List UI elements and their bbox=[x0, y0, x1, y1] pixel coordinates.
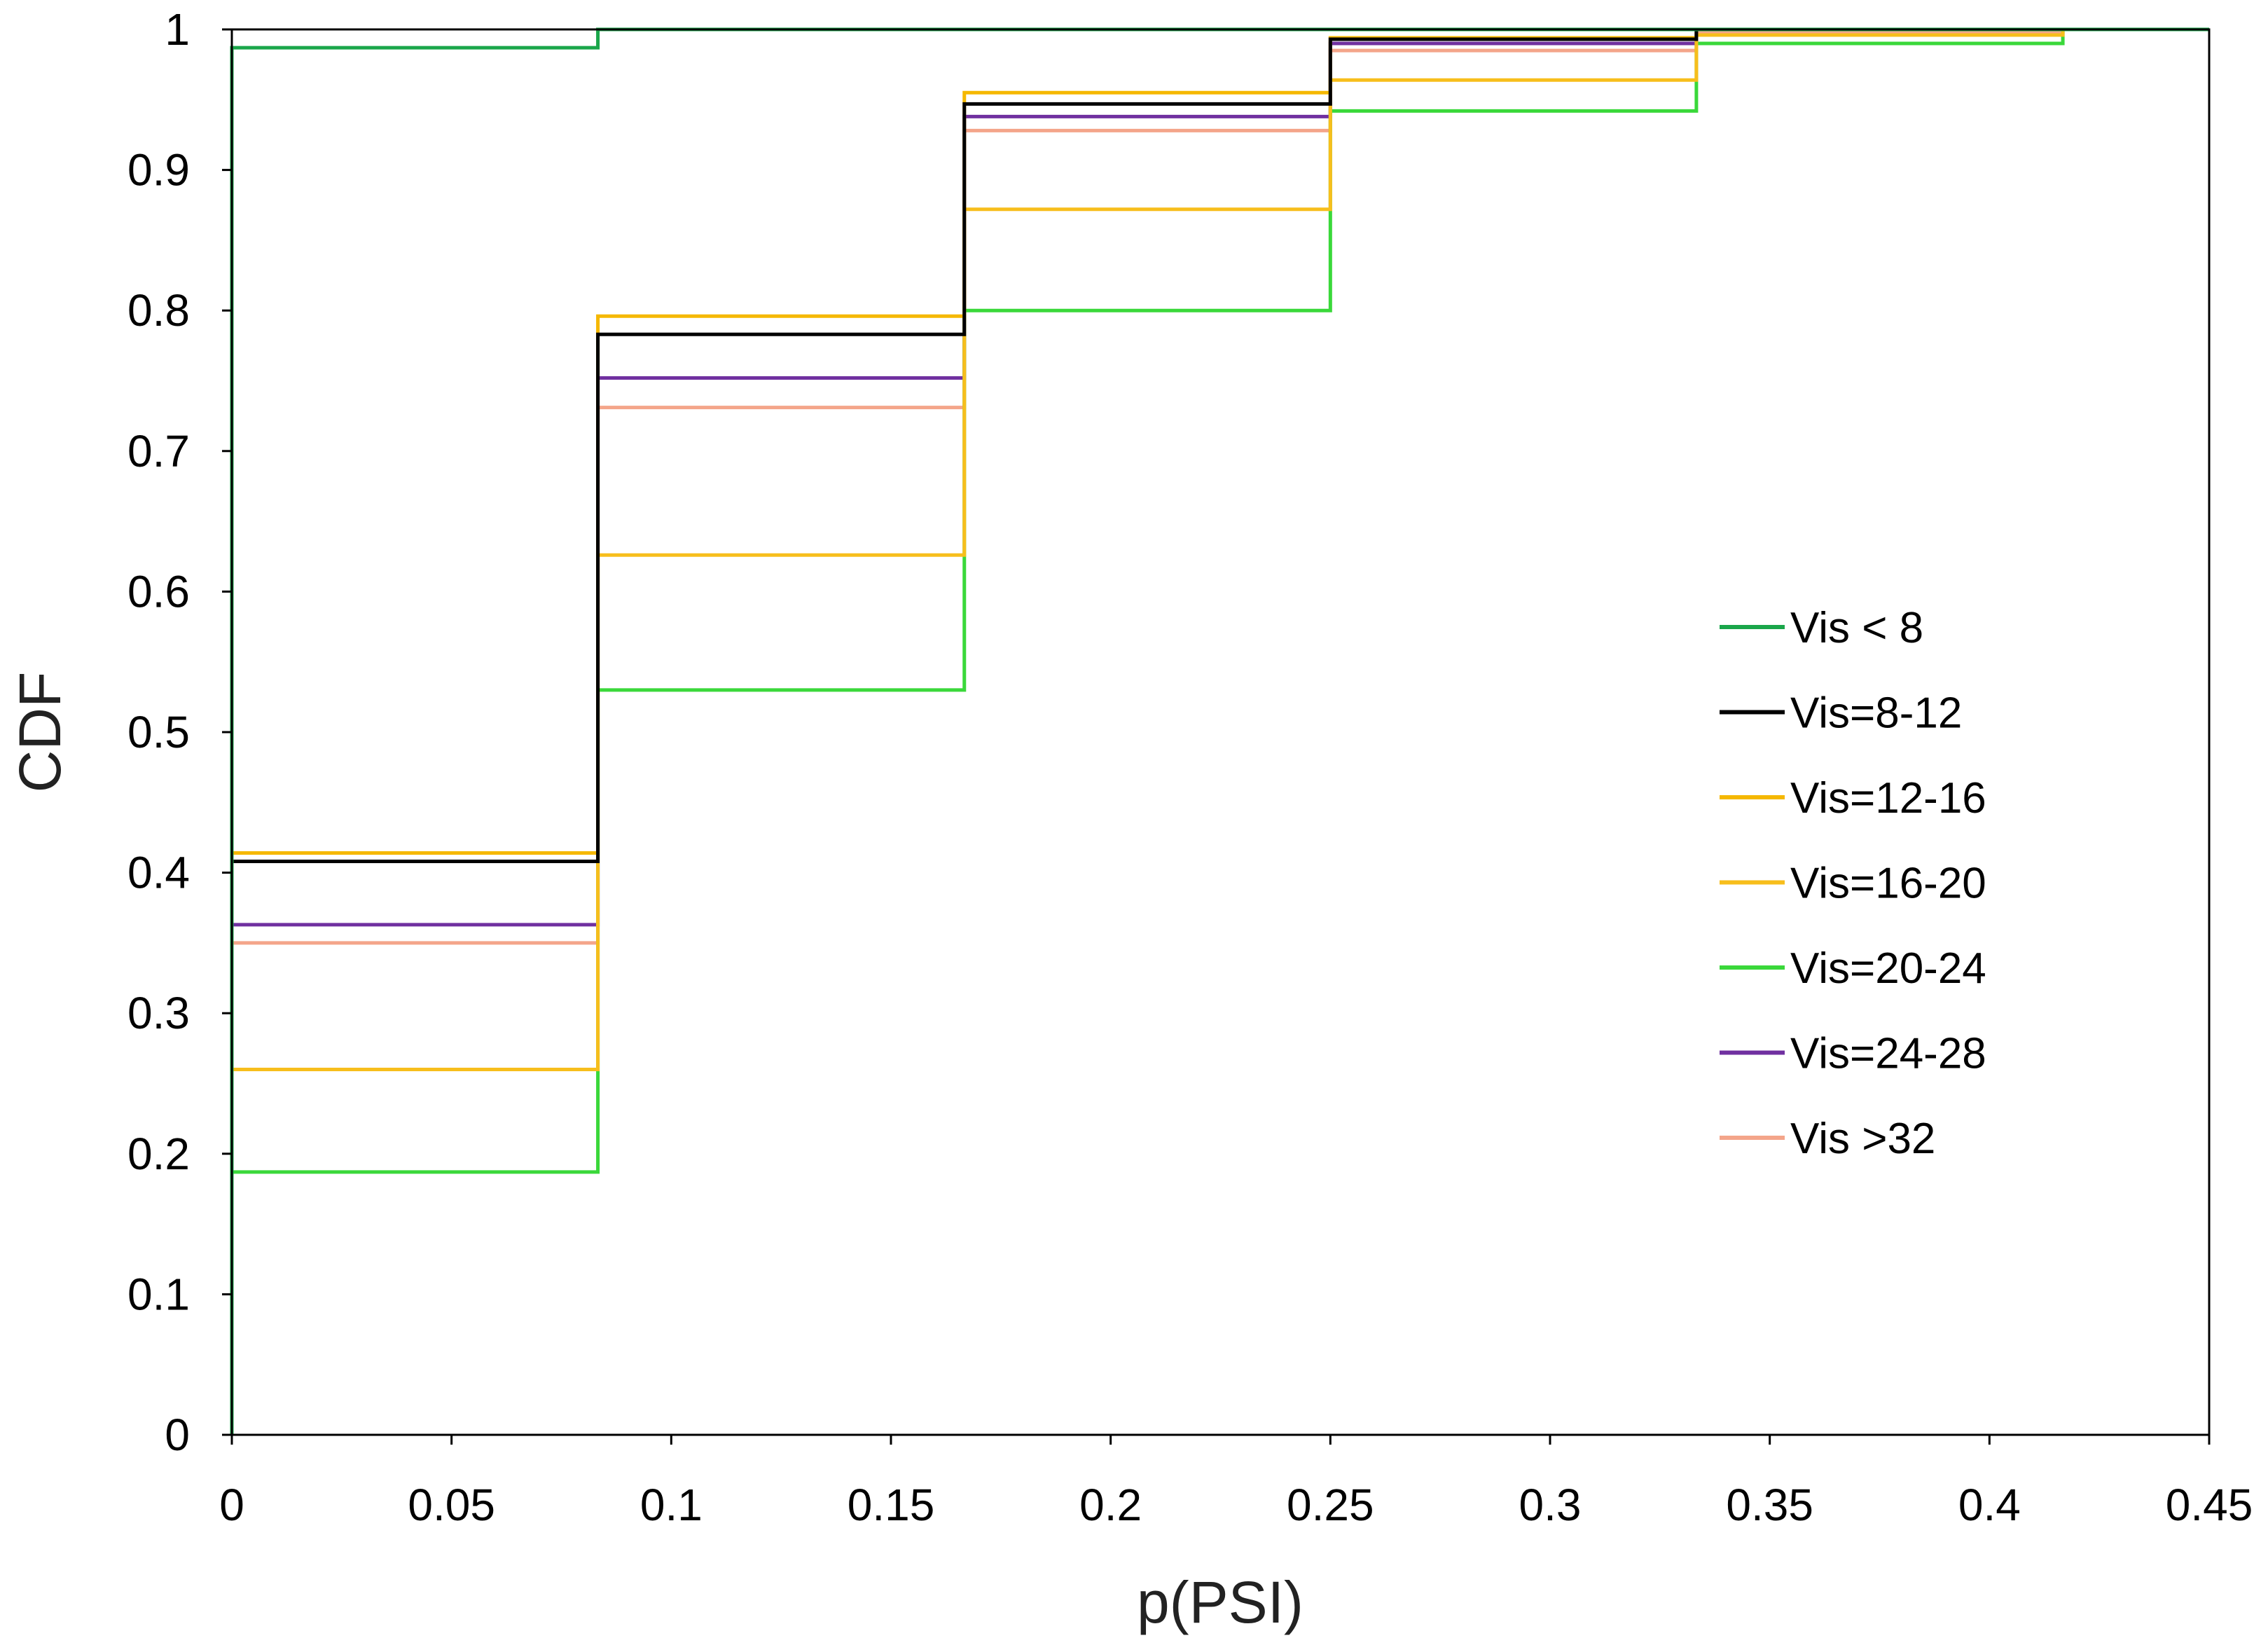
x-tick-label: 0.3 bbox=[1519, 1480, 1582, 1530]
y-tick-label: 0.7 bbox=[127, 426, 190, 476]
y-tick-label: 0 bbox=[165, 1410, 190, 1460]
x-tick-label: 0.15 bbox=[848, 1480, 935, 1530]
x-tick-label: 0.45 bbox=[2166, 1480, 2253, 1530]
legend-label-5: Vis=20-24 bbox=[1790, 944, 1986, 993]
legend-label-3: Vis=12-16 bbox=[1790, 774, 1986, 822]
legend: Vis < 8 Vis=8-12 Vis=12-16 Vis=16-20 Vis=20-… bbox=[1720, 604, 1986, 1163]
y-tick-label: 0.3 bbox=[127, 988, 190, 1038]
legend-label-2: Vis=8-12 bbox=[1790, 689, 1962, 738]
y-tick-label: 0.8 bbox=[127, 285, 190, 336]
y-axis-title: CDF bbox=[7, 672, 73, 793]
y-tick-label: 0.4 bbox=[127, 848, 190, 898]
axis-layer: 0 0.1 0.2 0.3 0.4 0.5 0.6 0.7 0.8 0.9 1 0 0.05 0.1 0.1… bbox=[127, 4, 2253, 1530]
x-axis-title: p(PSI) bbox=[1137, 1569, 1304, 1635]
x-tick-label: 0.4 bbox=[1958, 1480, 2021, 1530]
x-tick-label: 0.35 bbox=[1726, 1480, 1813, 1530]
x-tick-label: 0.05 bbox=[408, 1480, 495, 1530]
y-tick-label: 0.1 bbox=[127, 1269, 190, 1319]
legend-label-1: Vis < 8 bbox=[1790, 604, 1923, 652]
legend-label-7: Vis >32 bbox=[1790, 1115, 1935, 1163]
y-tick-label: 0.9 bbox=[127, 145, 190, 195]
legend-label-4: Vis=16-20 bbox=[1790, 860, 1986, 908]
legend-label-6: Vis=24-28 bbox=[1790, 1030, 1986, 1078]
y-tick-label: 1 bbox=[165, 4, 190, 55]
series-layer bbox=[230, 27, 2209, 1435]
x-tick-label: 0.25 bbox=[1287, 1480, 1374, 1530]
y-tick-label: 0.2 bbox=[127, 1129, 190, 1179]
y-tick-label: 0.6 bbox=[127, 566, 190, 617]
y-tick-label: 0.5 bbox=[127, 707, 190, 757]
x-tick-label: 0.2 bbox=[1079, 1480, 1142, 1530]
x-tick-label: 0.1 bbox=[640, 1480, 703, 1530]
series-line-4 bbox=[230, 27, 2209, 1435]
series-line-5 bbox=[230, 27, 2209, 1435]
x-tick-label: 0 bbox=[219, 1480, 244, 1530]
